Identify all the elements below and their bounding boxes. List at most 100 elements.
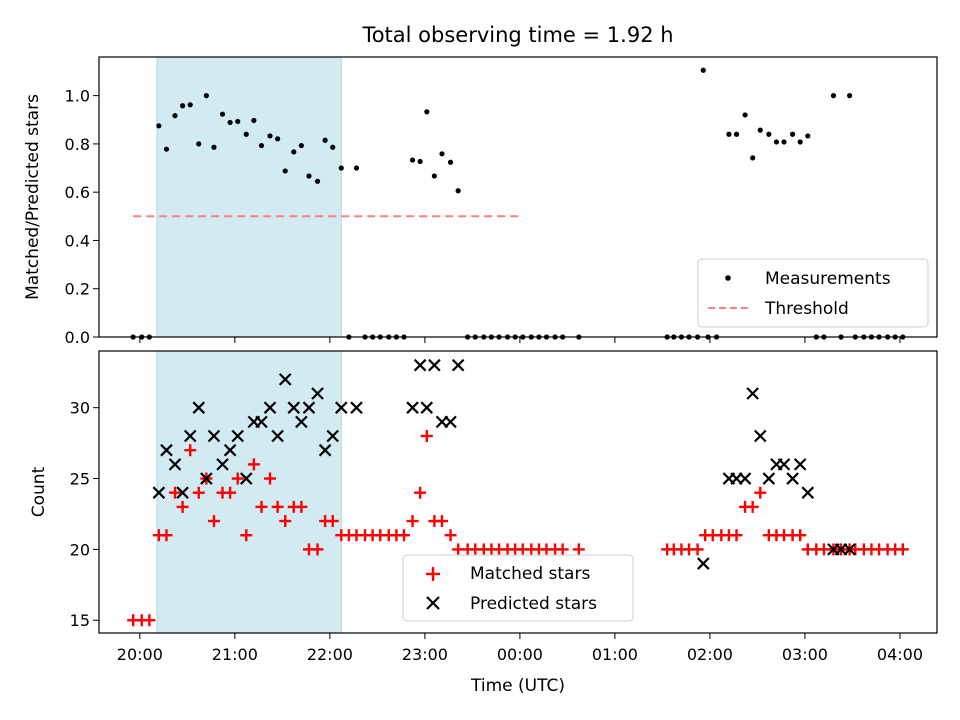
measurement-point (196, 141, 202, 147)
predicted-star-point (444, 415, 457, 429)
top-y-tick-label: 0.4 (65, 231, 90, 250)
predicted-star-point (746, 387, 759, 400)
measurement-point (258, 142, 265, 149)
matched-star-point (279, 515, 292, 528)
predicted-star-point (216, 458, 229, 471)
bottom-y-tick-label: 15 (70, 611, 90, 630)
measurement-point (235, 118, 241, 125)
measurement-point (203, 93, 209, 99)
matched-star-point (143, 614, 156, 627)
predicted-star-point (263, 401, 277, 414)
bottom-legend-box (402, 554, 634, 622)
measurement-point (187, 102, 193, 108)
legend-matched-label: Matched stars (470, 564, 590, 584)
bottom-legend: Matched stars Predicted stars (402, 554, 634, 622)
matched-star-point (240, 529, 253, 542)
matched-star-point (730, 529, 743, 542)
predicted-star-point (428, 358, 441, 372)
measurement-point (781, 139, 787, 145)
bottom-y-tick-label: 30 (70, 399, 90, 418)
measurement-point (439, 151, 445, 157)
bottom-x-tick-label: 21:00 (212, 645, 258, 664)
matched-star-point (207, 515, 220, 528)
measurement-point (750, 155, 756, 161)
top-y-ticks: 0.0 0.2 0.4 0.6 0.8 1.0 (65, 87, 99, 347)
measurement-point (180, 103, 186, 109)
predicted-star-point (287, 401, 301, 414)
matched-star-point (444, 529, 457, 542)
bottom-y-axis-label: Count (29, 466, 49, 517)
legend-predicted-marker (426, 596, 440, 610)
predicted-star-point (318, 443, 332, 457)
matched-star-point (176, 500, 189, 513)
predicted-star-point (350, 401, 363, 414)
predicted-star-point (793, 458, 807, 471)
matched-star-point (435, 515, 448, 528)
predicted-star-point (738, 472, 752, 485)
matched-star-point (247, 458, 260, 471)
measurement-point (306, 173, 312, 179)
predicted-star-point (223, 443, 237, 457)
bottom-x-tick-label: 22:00 (307, 645, 353, 664)
measurement-point (298, 142, 304, 149)
measurement-point (830, 93, 837, 99)
predicted-stars-series (152, 358, 856, 570)
bottom-x-tick-label: 02:00 (687, 645, 733, 664)
matched-star-point (192, 486, 205, 499)
predicted-star-point (786, 472, 799, 485)
matched-star-point (420, 430, 433, 443)
legend-measurements-marker (725, 275, 731, 281)
bottom-axes-frame (98, 350, 938, 634)
bottom-y-tick-label: 25 (70, 470, 90, 489)
top-y-tick-label: 0.2 (65, 280, 90, 299)
matched-star-point (169, 486, 182, 499)
legend-matched-marker (426, 567, 440, 581)
matched-star-point (556, 543, 569, 556)
top-legend-box (697, 258, 929, 328)
matched-star-point (754, 486, 767, 499)
matched-star-point (264, 472, 277, 485)
predicted-star-point (271, 429, 284, 443)
matched-star-point (326, 515, 339, 528)
measurement-point (766, 131, 772, 137)
matched-star-point (271, 500, 284, 513)
matched-star-point (184, 444, 197, 457)
predicted-star-point (239, 472, 253, 485)
bottom-y-tick-label: 20 (70, 540, 90, 559)
bottom-panel: 15 20 25 30 20:00 21:00 22:00 23:00 00:00 01:00 0… (29, 350, 938, 696)
predicted-star-point (413, 358, 427, 372)
measurement-point (846, 93, 853, 99)
measurement-point (243, 131, 249, 137)
predicted-star-point (278, 373, 292, 386)
top-y-tick-label: 0.8 (65, 135, 90, 154)
measurement-point (757, 127, 763, 133)
measurement-point (700, 67, 706, 73)
measurement-point (431, 173, 437, 179)
matched-star-point (295, 500, 308, 513)
predicted-star-point (255, 415, 268, 429)
top-observing-window-shade (156, 56, 342, 338)
measurement-point (742, 112, 748, 118)
predicted-star-point (801, 486, 815, 499)
matched-star-point (572, 543, 585, 556)
measurement-point (163, 146, 170, 152)
predicted-star-point (754, 429, 767, 443)
measurement-point (275, 136, 281, 142)
measurement-point (455, 188, 461, 194)
predicted-star-point (200, 472, 213, 485)
measurement-point (267, 133, 273, 139)
measurement-point (211, 144, 217, 150)
predicted-star-point (451, 358, 465, 372)
predicted-star-point (762, 472, 776, 485)
measurement-point (219, 111, 226, 117)
predicted-star-point (302, 401, 316, 414)
measurement-point (733, 131, 740, 137)
bottom-x-tick-label: 01:00 (592, 645, 638, 664)
predicted-star-point (311, 387, 324, 400)
matched-star-point (746, 500, 759, 513)
matched-star-point (397, 529, 410, 542)
matched-star-point (311, 543, 324, 556)
matched-star-point (414, 486, 427, 499)
measurement-point (322, 137, 328, 143)
